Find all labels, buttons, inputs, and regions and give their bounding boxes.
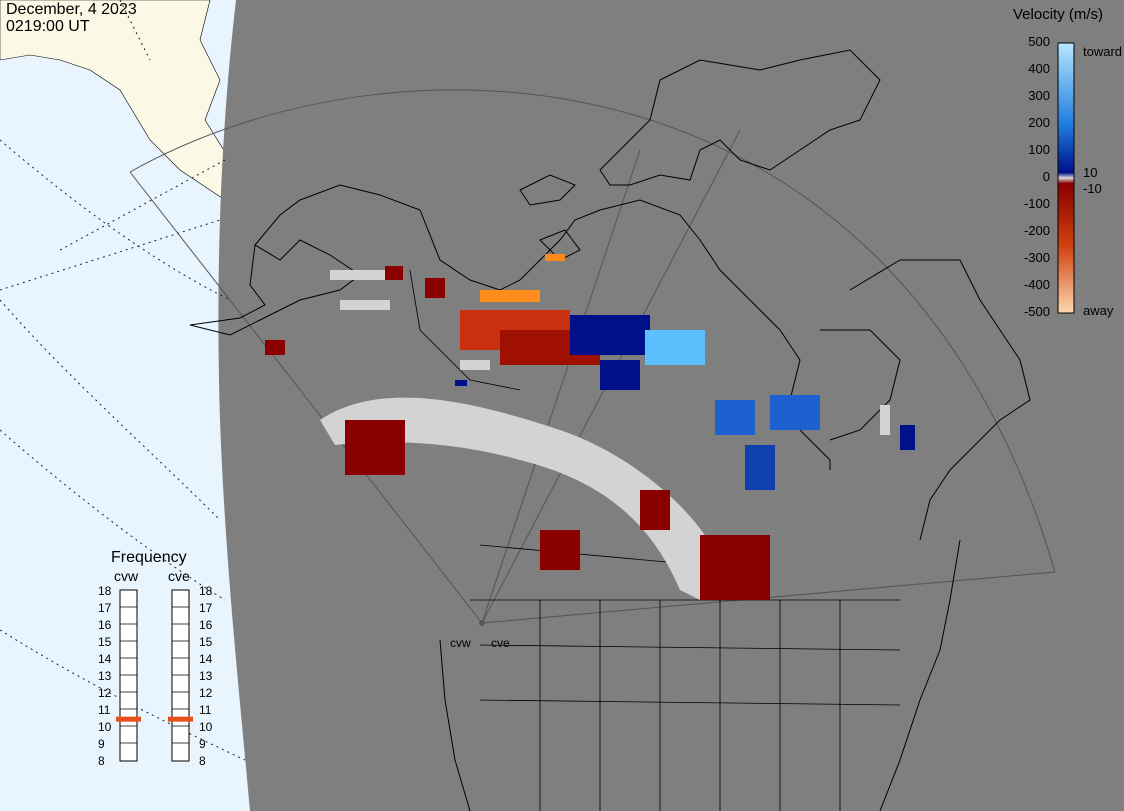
frequency-bar-cve xyxy=(171,589,190,762)
legend-title: Velocity (m/s) xyxy=(1013,6,1104,23)
legend-tick: -400 xyxy=(1023,277,1050,292)
radar-name-cvw: cvw xyxy=(114,568,139,584)
frequency-tick-right: 13 xyxy=(199,669,213,683)
time-label: 0219:00 UT xyxy=(6,18,90,35)
legend-tick: 0 xyxy=(1042,169,1050,184)
frequency-tick-right: 12 xyxy=(199,686,213,700)
frequency-tick-left: 16 xyxy=(98,618,112,632)
site-label-cvw: cvw xyxy=(450,636,471,650)
legend-tick: 500 xyxy=(1028,34,1050,49)
legend-tick: 300 xyxy=(1028,88,1050,103)
frequency-tick-left: 15 xyxy=(98,635,112,649)
frequency-tick-left: 8 xyxy=(98,754,105,768)
frequency-tick-right: 17 xyxy=(199,601,213,615)
velocity-cells-away xyxy=(265,254,770,600)
frequency-title: Frequency xyxy=(111,549,187,566)
date-label: December, 4 2023 xyxy=(6,1,137,18)
frequency-tick-right: 18 xyxy=(199,584,213,598)
legend-inner-pos: 10 xyxy=(1083,165,1098,180)
legend-inner-neg: -10 xyxy=(1083,181,1102,196)
frequency-tick-right: 11 xyxy=(199,703,212,717)
legend-tick: -500 xyxy=(1023,304,1050,319)
frequency-tick-right: 9 xyxy=(199,737,206,751)
frequency-marker-cvw xyxy=(116,716,141,722)
radar-site-marker xyxy=(479,620,485,626)
coastlines xyxy=(189,49,1031,811)
frequency-tick-left: 11 xyxy=(98,703,111,717)
legend-tick: 200 xyxy=(1028,115,1050,130)
night-shading xyxy=(218,0,1124,811)
velocity-cells-toward xyxy=(455,315,915,490)
frequency-marker-cve xyxy=(168,716,193,722)
frequency-tick-left: 14 xyxy=(98,652,112,666)
site-label-cve: cve xyxy=(491,636,510,650)
legend-away-label: away xyxy=(1083,303,1114,318)
legend-tick: -100 xyxy=(1023,196,1050,211)
velocity-colorbar xyxy=(1057,42,1075,314)
radar-name-cve: cve xyxy=(168,568,190,584)
frequency-bar-cvw xyxy=(119,589,138,762)
legend-toward-label: toward xyxy=(1083,44,1123,59)
legend-tick: -300 xyxy=(1023,250,1050,265)
frequency-bars xyxy=(116,589,193,762)
legend-tick: 400 xyxy=(1028,61,1050,76)
frequency-tick-right: 16 xyxy=(199,618,213,632)
frequency-tick-left: 18 xyxy=(98,584,112,598)
frequency-tick-left: 12 xyxy=(98,686,112,700)
frequency-tick-right: 14 xyxy=(199,652,213,666)
frequency-tick-right: 15 xyxy=(199,635,213,649)
legend-tick: 100 xyxy=(1028,142,1050,157)
legend-tick: -200 xyxy=(1023,223,1050,238)
frequency-tick-right: 8 xyxy=(199,754,206,768)
frequency-tick-left: 9 xyxy=(98,737,105,751)
frequency-tick-left: 10 xyxy=(98,720,112,734)
frequency-tick-left: 13 xyxy=(98,669,112,683)
frequency-tick-left: 17 xyxy=(98,601,112,615)
frequency-tick-right: 10 xyxy=(199,720,213,734)
